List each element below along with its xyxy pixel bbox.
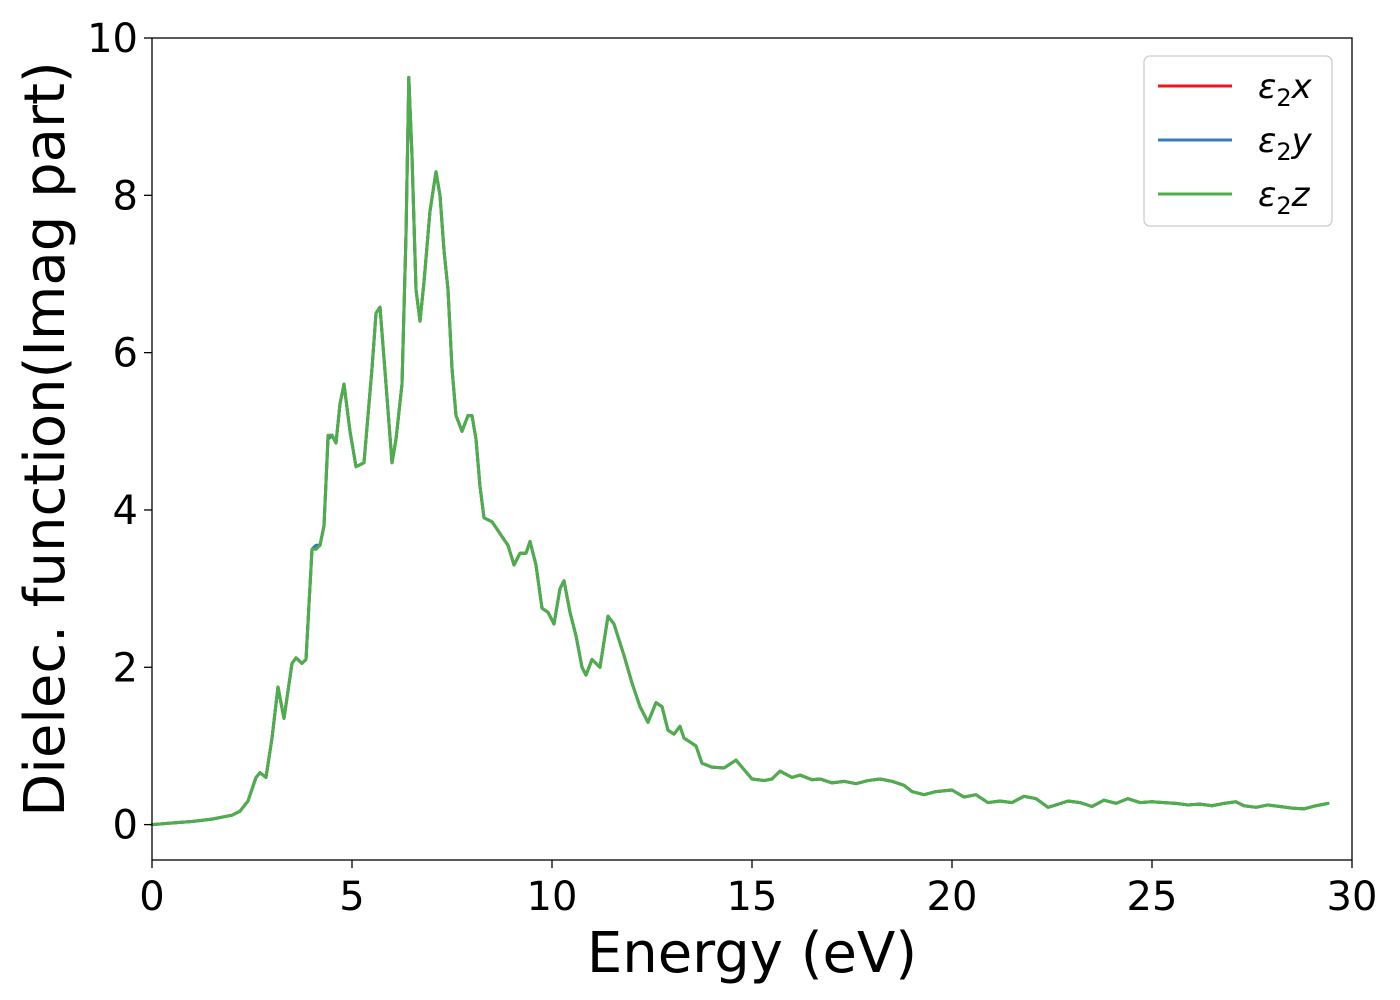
x-tick-label: 5 <box>339 874 364 920</box>
y-tick-label: 0 <box>113 803 138 849</box>
legend-label: ε2z <box>1258 175 1311 220</box>
y-tick-label: 4 <box>113 488 138 534</box>
y-axis-ticks: 0 2 4 6 8 10 <box>87 16 152 849</box>
y-tick-label: 6 <box>113 331 138 377</box>
x-tick-label: 0 <box>139 874 164 920</box>
y-axis-label: Dielec. function(Imag part) <box>13 61 78 817</box>
legend-label: ε2x <box>1258 67 1313 112</box>
series-line-z <box>150 75 1330 827</box>
x-tick-label: 15 <box>727 874 778 920</box>
legend-label: ε2y <box>1258 121 1313 166</box>
legend: ε2x ε2y ε2z <box>1143 55 1333 227</box>
x-tick-label: 20 <box>927 874 978 920</box>
x-tick-label: 10 <box>527 874 578 920</box>
x-tick-label: 30 <box>1327 874 1378 920</box>
x-axis-ticks: 0 5 10 15 20 25 30 <box>139 860 1377 920</box>
x-axis-label: Energy (eV) <box>587 921 917 986</box>
y-tick-label: 10 <box>87 16 138 62</box>
legend-box <box>1143 55 1333 227</box>
y-tick-label: 8 <box>113 173 138 219</box>
x-tick-label: 25 <box>1127 874 1178 920</box>
series-layer <box>150 75 1330 827</box>
y-tick-label: 2 <box>113 645 138 691</box>
